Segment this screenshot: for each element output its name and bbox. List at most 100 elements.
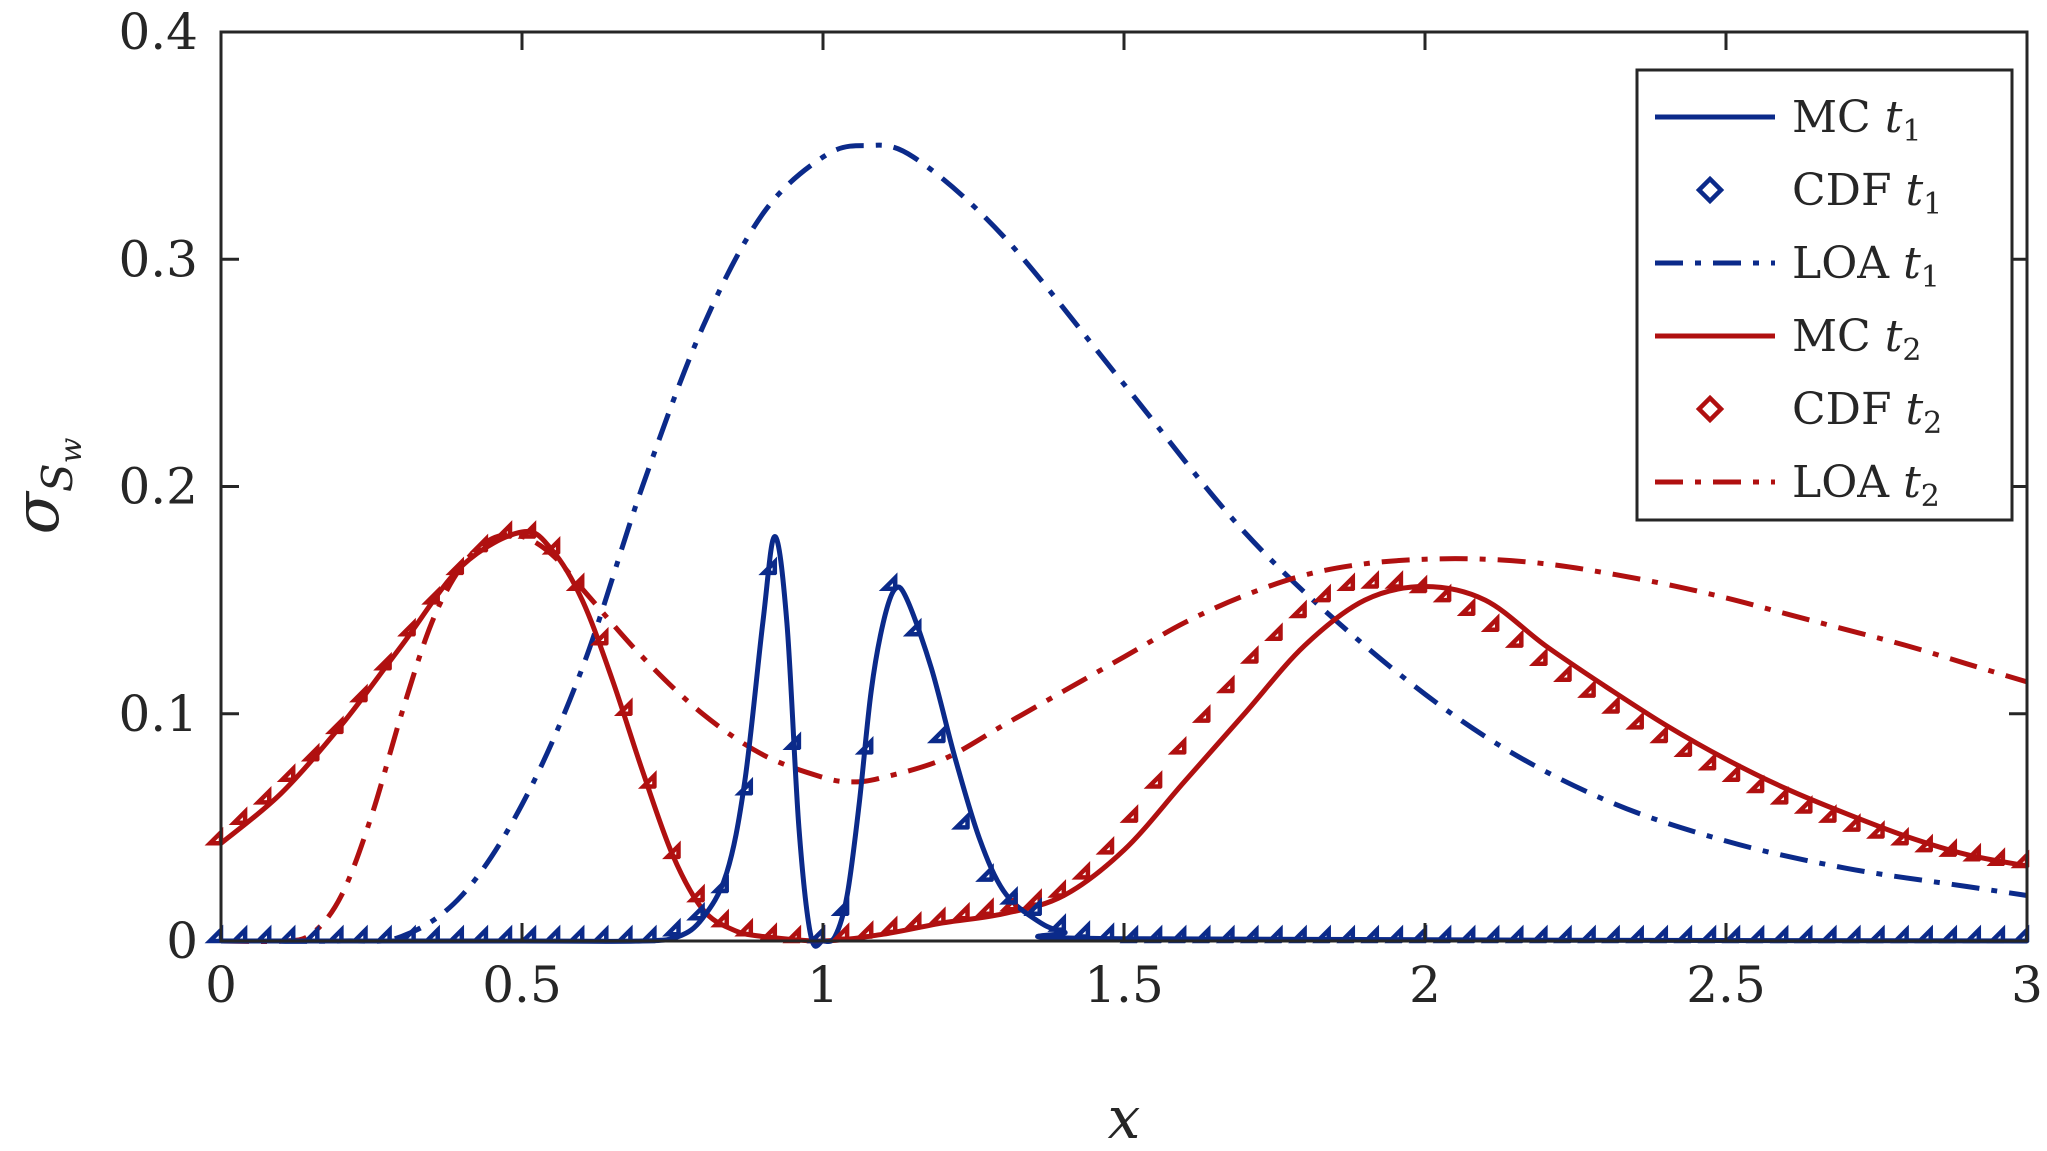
marker-cdf-t2-41: [1191, 704, 1211, 723]
marker-cdf-t2-19: [662, 840, 681, 860]
marker-cdf-t2-54: [1504, 629, 1524, 648]
marker-cdf-t2-46: [1312, 583, 1331, 603]
marker-cdf-t2-30: [926, 906, 946, 926]
marker-cdf-t2-7: [373, 651, 392, 671]
marker-cdf-t2-36: [1071, 860, 1091, 880]
marker-cdf-t1-19: [662, 917, 681, 937]
y-axis-label-sub: S: [33, 463, 82, 492]
marker-cdf-t2-74: [1986, 847, 2006, 866]
marker-cdf-t2-14: [541, 535, 561, 555]
line-loa-t1: [220, 142, 2028, 944]
marker-cdf-t1-33: [999, 885, 1018, 905]
marker-cdf-t1-34: [1023, 897, 1042, 916]
marker-cdf-t1-23: [758, 556, 778, 576]
marker-cdf-t2-32: [975, 897, 994, 916]
marker-cdf-t2-27: [854, 920, 874, 939]
marker-cdf-t2-66: [1793, 795, 1813, 814]
marker-cdf-t2-72: [1938, 838, 1958, 857]
marker-cdf-t2-26: [830, 922, 850, 941]
marker-cdf-t1-20: [686, 901, 705, 921]
marker-cdf-t1-26: [830, 897, 850, 916]
marker-cdf-t2-13: [517, 520, 537, 539]
marker-cdf-t1-31: [951, 810, 970, 830]
series-cdf-t2: [204, 520, 2030, 944]
marker-cdf-t2-62: [1697, 751, 1717, 771]
line-loa-t2: [220, 532, 2028, 944]
x-tick-label-6: 3: [2011, 956, 2043, 1014]
marker-cdf-t2-3: [276, 763, 296, 782]
marker-cdf-t2-70: [1890, 826, 1909, 846]
marker-cdf-t2-45: [1288, 599, 1307, 619]
marker-cdf-t2-0: [204, 826, 224, 846]
marker-cdf-t2-2: [252, 785, 272, 805]
marker-cdf-t2-56: [1553, 663, 1572, 682]
marker-cdf-t2-61: [1673, 738, 1693, 757]
marker-cdf-t2-35: [1047, 879, 1067, 898]
y-axis-label-base: σ: [0, 490, 73, 534]
y-axis-label-subsub: w: [54, 437, 89, 463]
marker-cdf-t2-48: [1360, 570, 1380, 589]
y-tick-label-4: 0.4: [118, 3, 198, 61]
marker-cdf-t2-73: [1962, 842, 1982, 862]
legend-label-cdf-t1: CDF t1: [1792, 165, 1942, 222]
marker-cdf-t1-28: [878, 572, 898, 592]
y-tick-labels: 0 0.1 0.2 0.3 0.4: [118, 3, 198, 970]
marker-cdf-t1-21: [710, 874, 729, 894]
legend-label-loa-t1: LOA t1: [1792, 238, 1940, 295]
marker-cdf-t2-23: [758, 922, 778, 941]
marker-cdf-t2-68: [1841, 813, 1861, 832]
y-tick-label-1: 0.1: [118, 685, 198, 743]
legend-label-mc-t2: MC t2: [1792, 311, 1922, 368]
marker-cdf-t2-31: [951, 901, 970, 921]
marker-cdf-t1-37: [1095, 922, 1115, 941]
marker-cdf-t2-43: [1239, 645, 1259, 664]
marker-cdf-t2-40: [1167, 735, 1187, 755]
legend-label-mc-t1: MC t1: [1792, 92, 1922, 149]
marker-cdf-t2-69: [1866, 820, 1885, 839]
y-axis-label: σSw: [0, 437, 89, 534]
marker-cdf-t2-64: [1745, 774, 1765, 794]
x-tick-label-0: 0: [205, 956, 237, 1014]
series-loa-t2: [220, 532, 2028, 944]
marker-cdf-t2-39: [1143, 770, 1163, 789]
marker-cdf-t2-47: [1336, 572, 1356, 592]
marker-cdf-t2-49: [1384, 570, 1404, 589]
y-tick-label-0: 0: [166, 912, 198, 970]
ticks-layer: [219, 30, 2029, 943]
series-loa-t1: [220, 142, 2028, 944]
marker-cdf-t2-21: [710, 908, 729, 928]
marker-cdf-t2-37: [1095, 835, 1115, 855]
marker-cdf-t2-51: [1432, 583, 1452, 603]
marker-cdf-t1-29: [902, 617, 922, 637]
marker-cdf-t2-55: [1528, 647, 1548, 667]
marker-cdf-t2-71: [1914, 833, 1933, 853]
marker-cdf-t2-1: [228, 806, 248, 826]
marker-cdf-t2-18: [637, 770, 657, 789]
marker-cdf-t2-22: [734, 917, 754, 937]
y-tick-label-2: 0.2: [118, 458, 198, 516]
marker-cdf-t2-44: [1264, 622, 1283, 642]
marker-cdf-t2-12: [493, 520, 513, 539]
marker-cdf-t2-33: [999, 892, 1018, 912]
marker-cdf-t2-8: [397, 617, 416, 637]
legend-label-loa-t2: LOA t2: [1792, 457, 1940, 514]
x-tick-label-4: 2: [1409, 956, 1441, 1014]
marker-cdf-t2-50: [1408, 574, 1428, 594]
marker-cdf-t2-60: [1649, 724, 1669, 744]
marker-cdf-t1-24: [782, 731, 802, 751]
legend-marker-cdf-t1: [1695, 175, 1725, 205]
marker-cdf-t2-52: [1456, 597, 1476, 617]
marker-cdf-t2-59: [1625, 710, 1644, 730]
y-tick-label-3: 0.3: [118, 230, 198, 288]
marker-cdf-t1-32: [975, 863, 994, 882]
marker-cdf-t2-4: [300, 742, 320, 762]
series-mc-t1: [221, 534, 2028, 949]
marker-cdf-t2-28: [878, 915, 898, 935]
marker-cdf-t2-58: [1601, 695, 1620, 714]
marker-cdf-t2-5: [324, 715, 344, 735]
marker-cdf-t2-17: [613, 697, 633, 717]
marker-cdf-t2-16: [589, 626, 609, 646]
marker-cdf-t2-20: [686, 883, 705, 903]
marker-cdf-t2-63: [1721, 763, 1741, 782]
legend: MC t1 CDF t1 LOA t1 MC t2 CDF t2 LOA t2: [1635, 68, 2014, 522]
